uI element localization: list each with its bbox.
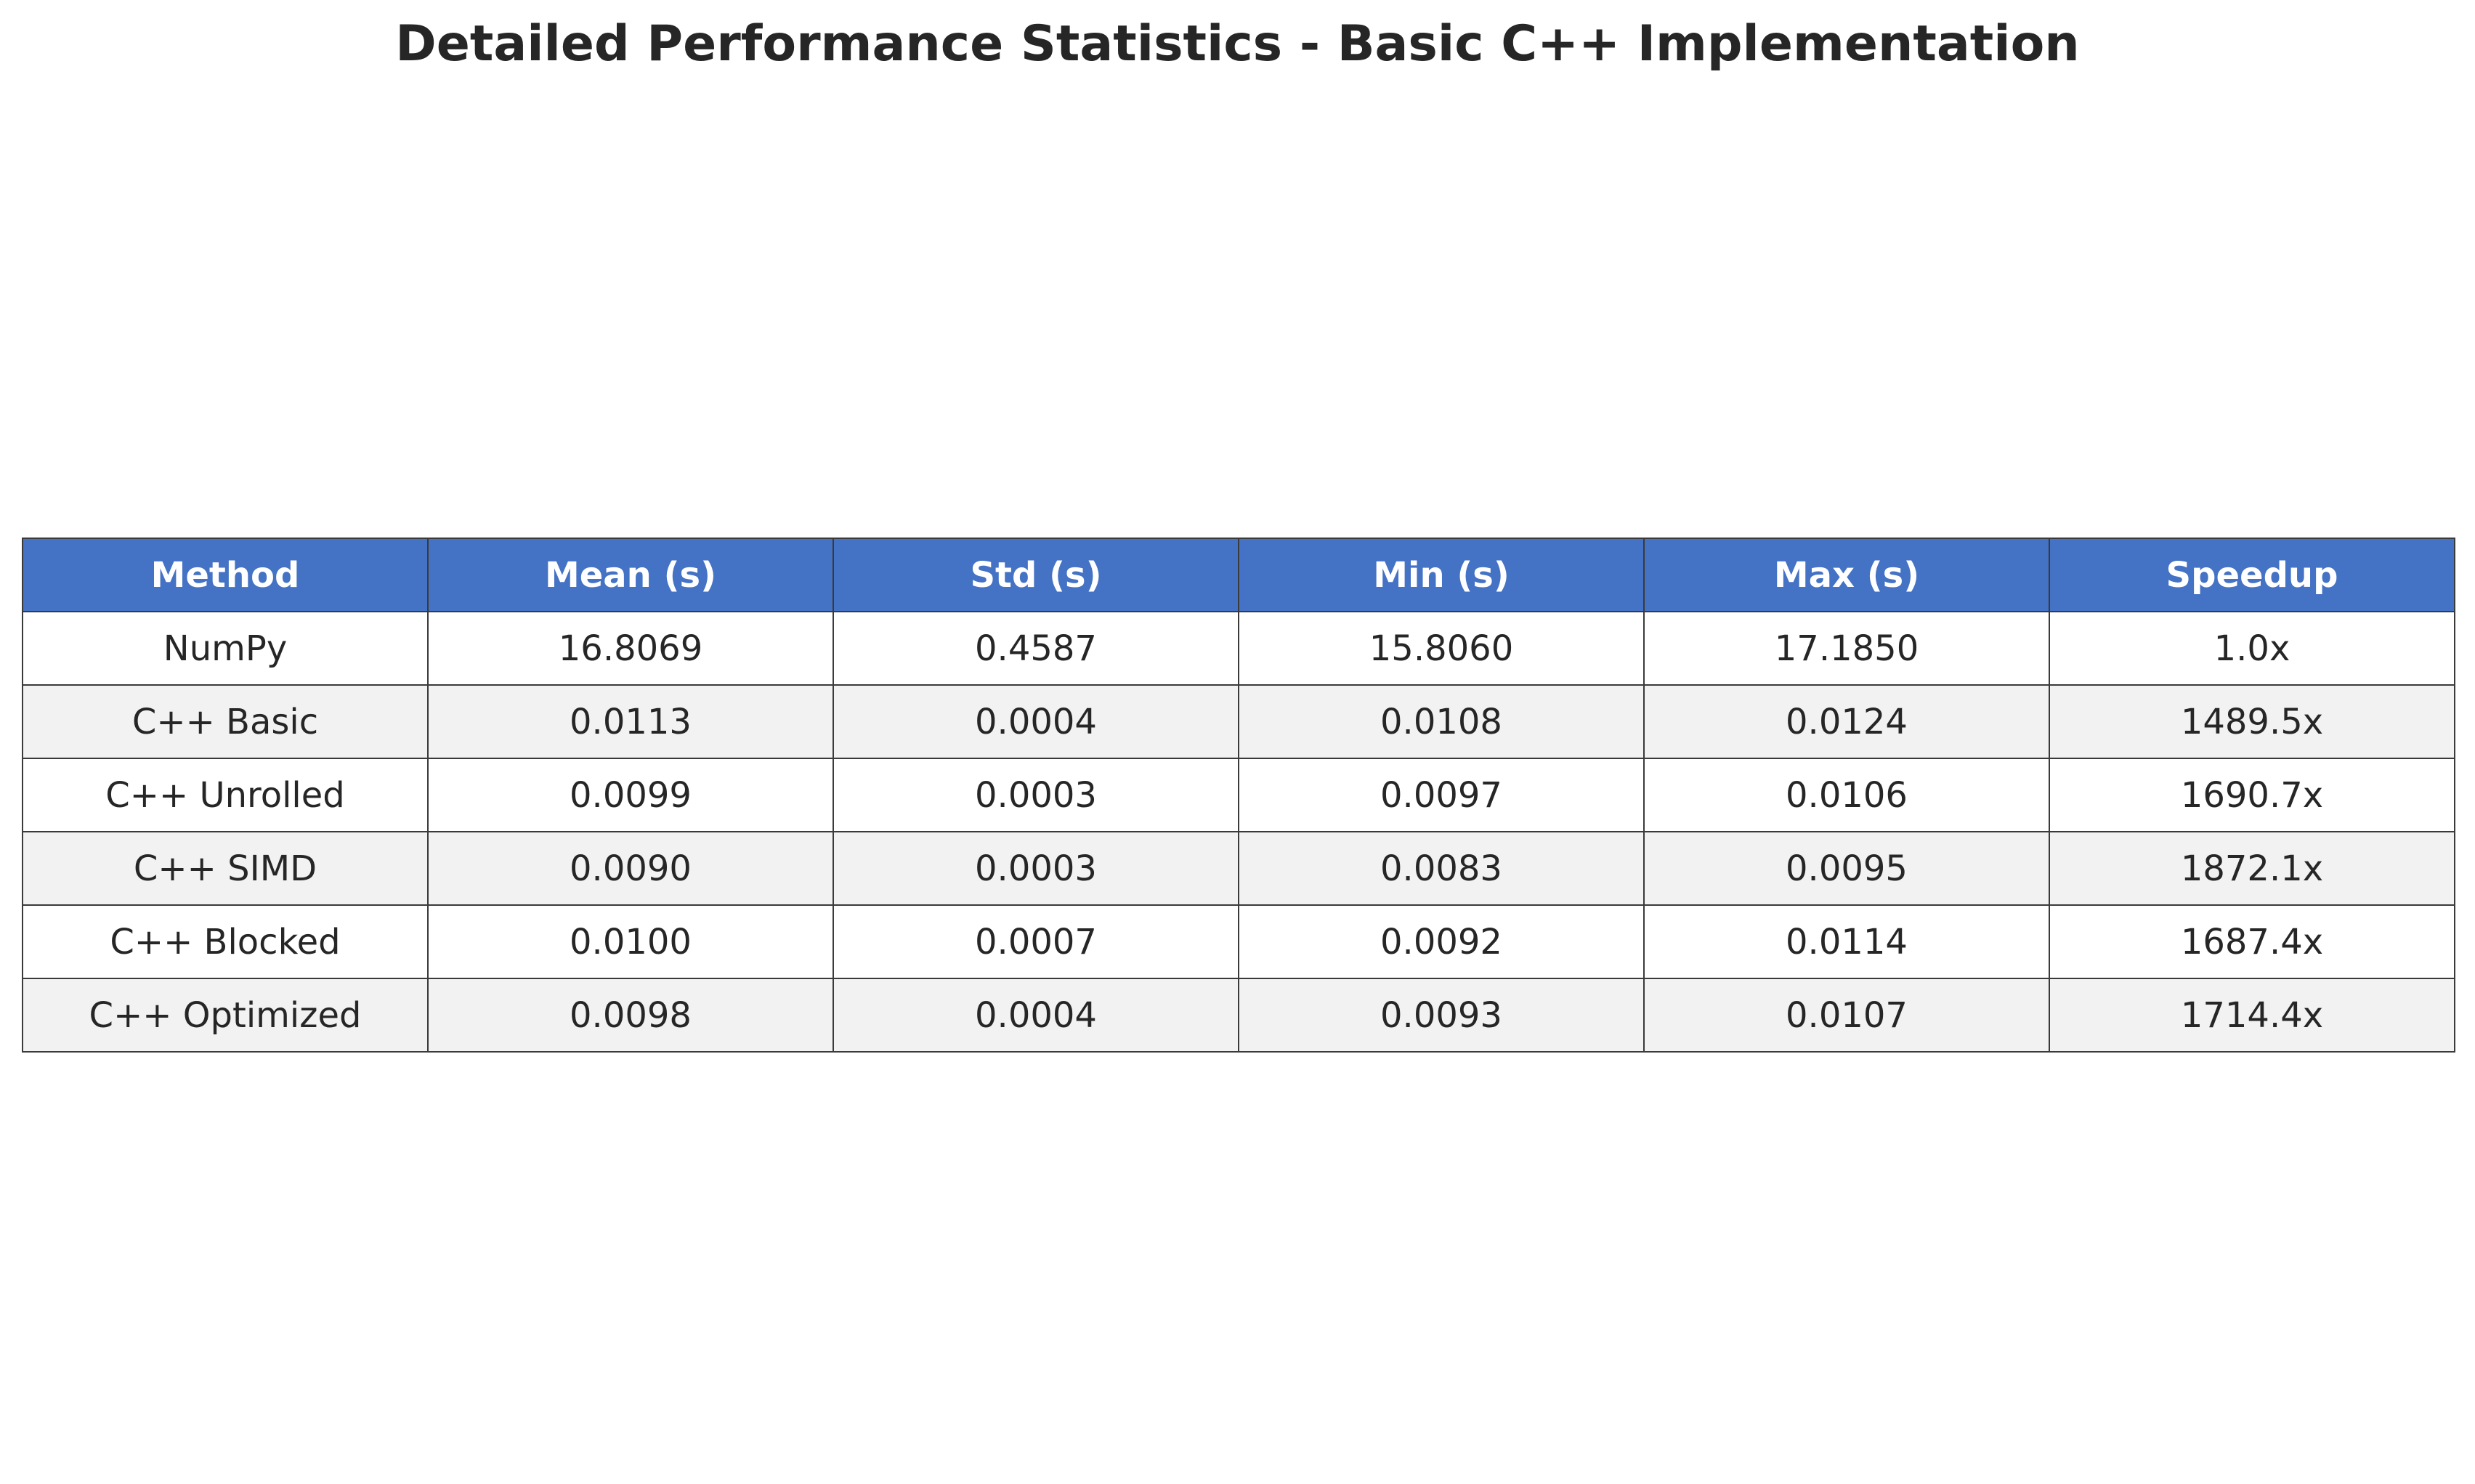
table-cell-std: 0.0004 xyxy=(833,684,1239,759)
column-header-speedup: Speedup xyxy=(2049,538,2455,612)
table-cell-std: 0.0003 xyxy=(833,758,1239,832)
table-cell-min: 0.0097 xyxy=(1238,758,1645,832)
table-cell-speedup: 1872.1x xyxy=(2049,831,2455,906)
table-cell-min: 0.0083 xyxy=(1238,831,1645,906)
table-row: C++ SIMD 0.0090 0.0003 0.0083 0.0095 187… xyxy=(22,831,2455,906)
table-header-row: Method Mean (s) Std (s) Min (s) Max (s) … xyxy=(22,538,2455,612)
performance-statistics-table: Method Mean (s) Std (s) Min (s) Max (s) … xyxy=(22,538,2455,1053)
table-cell-speedup: 1690.7x xyxy=(2049,758,2455,832)
table-cell-mean: 0.0113 xyxy=(427,684,834,759)
column-header-std: Std (s) xyxy=(833,538,1239,612)
table-cell-speedup: 1489.5x xyxy=(2049,684,2455,759)
table-cell-method: C++ Optimized xyxy=(22,978,429,1053)
table-cell-max: 17.1850 xyxy=(1643,611,2050,686)
column-header-method: Method xyxy=(22,538,429,612)
table-cell-method: NumPy xyxy=(22,611,429,686)
table-cell-max: 0.0107 xyxy=(1643,978,2050,1053)
table-cell-speedup: 1714.4x xyxy=(2049,978,2455,1053)
table-cell-method: C++ Unrolled xyxy=(22,758,429,832)
table-cell-max: 0.0095 xyxy=(1643,831,2050,906)
table-cell-max: 0.0114 xyxy=(1643,904,2050,979)
table-cell-min: 15.8060 xyxy=(1238,611,1645,686)
table-cell-mean: 16.8069 xyxy=(427,611,834,686)
table-cell-min: 0.0108 xyxy=(1238,684,1645,759)
table-cell-method: C++ SIMD xyxy=(22,831,429,906)
table-cell-method: C++ Blocked xyxy=(22,904,429,979)
table-row: NumPy 16.8069 0.4587 15.8060 17.1850 1.0… xyxy=(22,611,2455,686)
table-cell-std: 0.0007 xyxy=(833,904,1239,979)
table-cell-min: 0.0092 xyxy=(1238,904,1645,979)
table-row: C++ Unrolled 0.0099 0.0003 0.0097 0.0106… xyxy=(22,758,2455,832)
chart-title: Detailed Performance Statistics - Basic … xyxy=(395,15,2080,73)
table-cell-speedup: 1687.4x xyxy=(2049,904,2455,979)
table-cell-method: C++ Basic xyxy=(22,684,429,759)
table-cell-min: 0.0093 xyxy=(1238,978,1645,1053)
table-cell-max: 0.0124 xyxy=(1643,684,2050,759)
table-row: C++ Blocked 0.0100 0.0007 0.0092 0.0114 … xyxy=(22,904,2455,979)
column-header-min: Min (s) xyxy=(1238,538,1645,612)
table-cell-mean: 0.0100 xyxy=(427,904,834,979)
table-row: C++ Basic 0.0113 0.0004 0.0108 0.0124 14… xyxy=(22,684,2455,759)
table-cell-mean: 0.0098 xyxy=(427,978,834,1053)
table-cell-mean: 0.0099 xyxy=(427,758,834,832)
table-cell-speedup: 1.0x xyxy=(2049,611,2455,686)
table-row: C++ Optimized 0.0098 0.0004 0.0093 0.010… xyxy=(22,978,2455,1053)
table-cell-std: 0.0003 xyxy=(833,831,1239,906)
column-header-mean: Mean (s) xyxy=(427,538,834,612)
table-cell-std: 0.0004 xyxy=(833,978,1239,1053)
table-cell-std: 0.4587 xyxy=(833,611,1239,686)
table-cell-mean: 0.0090 xyxy=(427,831,834,906)
table-cell-max: 0.0106 xyxy=(1643,758,2050,832)
column-header-max: Max (s) xyxy=(1643,538,2050,612)
